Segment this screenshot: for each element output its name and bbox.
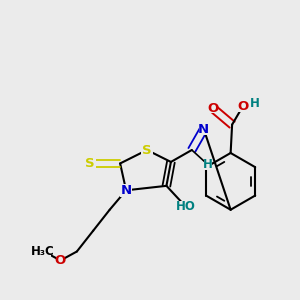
FancyBboxPatch shape	[199, 123, 208, 135]
Text: H: H	[203, 158, 213, 171]
Text: N: N	[121, 184, 132, 197]
Text: O: O	[237, 100, 248, 113]
FancyBboxPatch shape	[120, 184, 132, 197]
FancyBboxPatch shape	[85, 157, 96, 170]
Text: H: H	[250, 97, 260, 110]
FancyBboxPatch shape	[205, 160, 212, 170]
FancyBboxPatch shape	[251, 99, 258, 109]
Text: S: S	[85, 157, 95, 170]
Text: H₃C: H₃C	[31, 245, 54, 258]
FancyBboxPatch shape	[141, 143, 153, 157]
Text: N: N	[198, 123, 209, 136]
FancyBboxPatch shape	[34, 246, 51, 257]
FancyBboxPatch shape	[208, 103, 217, 113]
Text: S: S	[142, 143, 152, 157]
FancyBboxPatch shape	[238, 101, 247, 112]
Text: O: O	[55, 254, 66, 267]
FancyBboxPatch shape	[178, 201, 194, 213]
FancyBboxPatch shape	[56, 255, 65, 266]
Text: O: O	[207, 102, 218, 115]
Text: HO: HO	[176, 200, 196, 213]
